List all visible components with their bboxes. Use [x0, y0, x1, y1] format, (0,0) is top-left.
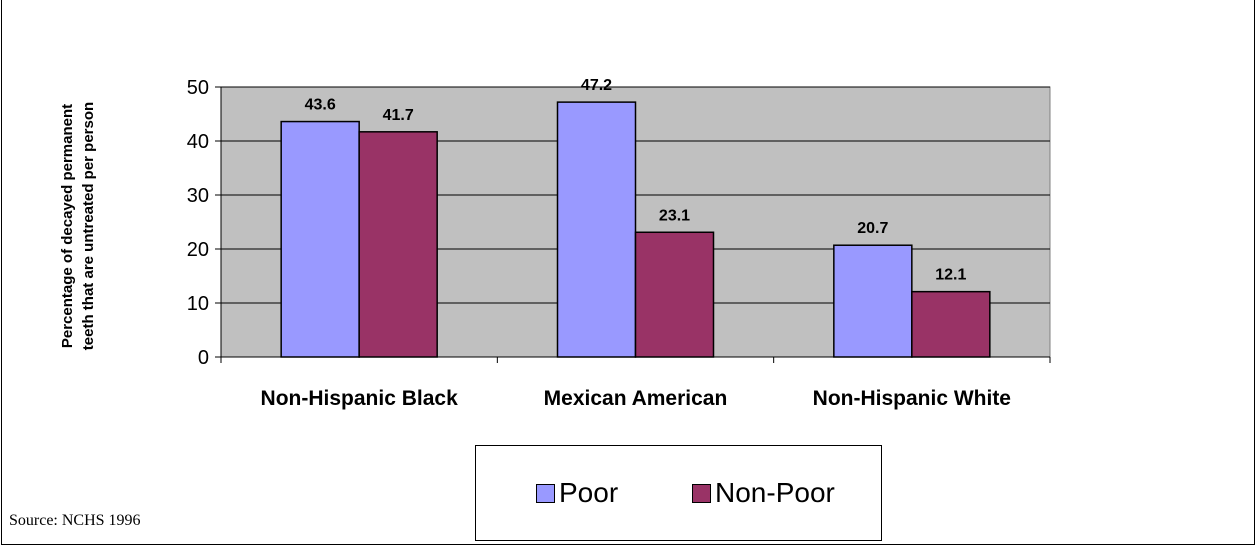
legend-swatch-poor [536, 484, 555, 503]
legend: Poor Non-Poor [475, 445, 882, 541]
data-label: 41.7 [383, 107, 414, 124]
y-tick-label: 50 [187, 77, 209, 99]
bar-poor [281, 122, 359, 357]
legend-item-poor: Poor [536, 476, 618, 510]
data-label: 12.1 [935, 267, 966, 284]
bar-poor [558, 102, 636, 357]
legend-swatch-non-poor [692, 484, 711, 503]
bar-non-poor [359, 132, 437, 357]
legend-item-non-poor: Non-Poor [692, 476, 835, 510]
y-tick-label: 20 [187, 239, 209, 261]
y-tick-label: 0 [198, 347, 209, 369]
x-tick-label: Non-Hispanic Black [261, 387, 459, 410]
y-tick-label: 30 [187, 185, 209, 207]
bar-non-poor [912, 292, 990, 357]
y-tick-label: 40 [187, 131, 209, 153]
legend-label-non-poor: Non-Poor [715, 476, 835, 510]
data-label: 47.2 [581, 77, 612, 94]
y-tick-label: 10 [187, 293, 209, 315]
x-tick-label: Non-Hispanic White [813, 387, 1011, 410]
bar-non-poor [636, 232, 714, 357]
data-label: 20.7 [857, 220, 888, 237]
source-note: Source: NCHS 1996 [9, 512, 141, 530]
x-tick-label: Mexican American [544, 387, 728, 410]
legend-label-poor: Poor [559, 476, 618, 510]
data-label: 43.6 [305, 97, 336, 114]
bar-poor [834, 245, 912, 357]
data-label: 23.1 [659, 207, 690, 224]
